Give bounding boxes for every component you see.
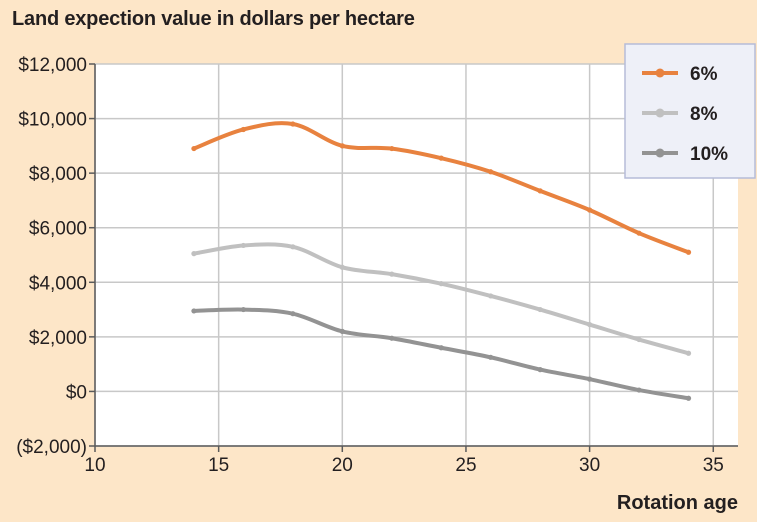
x-tick-label: 10 [84, 455, 105, 476]
axes [89, 63, 738, 452]
data-point [685, 395, 692, 401]
data-point [339, 328, 345, 334]
legend-label: 6% [690, 64, 718, 85]
data-point [587, 376, 593, 382]
y-tick-label: $2,000 [29, 328, 87, 349]
legend-swatch-marker [655, 108, 665, 118]
data-point [191, 251, 197, 257]
data-point [685, 350, 692, 356]
data-point [290, 244, 296, 250]
data-point [290, 121, 296, 127]
y-tick-labels: ($2,000) $0 $2,000 $4,000 $6,000 $8,000 $10,00… [16, 55, 87, 458]
data-point [488, 354, 494, 360]
x-tick-label: 25 [455, 455, 476, 476]
legend-item: 8% [642, 104, 718, 125]
series-0 [191, 121, 692, 255]
data-point [339, 264, 345, 270]
data-point [587, 207, 593, 213]
data-point [587, 321, 593, 328]
x-tick-label: 15 [208, 455, 229, 476]
data-point [636, 336, 642, 343]
data-point [488, 169, 494, 175]
data-point [438, 345, 444, 351]
x-axis-label: Rotation age [617, 492, 738, 514]
data-point [389, 145, 395, 152]
data-point [389, 271, 395, 277]
data-point [537, 306, 543, 313]
legend-label: 10% [690, 144, 728, 165]
data-point [537, 188, 543, 194]
data-point [191, 145, 197, 152]
y-tick-label: $0 [66, 382, 87, 403]
data-point [438, 281, 444, 287]
y-tick-label: $10,000 [18, 110, 87, 131]
series-layer [191, 121, 692, 401]
data-point [636, 230, 642, 236]
data-point [685, 249, 692, 255]
y-tick-label: $8,000 [29, 164, 87, 185]
data-point [240, 242, 246, 249]
x-tick-label: 35 [703, 455, 724, 476]
data-point [290, 311, 296, 317]
y-tick-label: $6,000 [29, 219, 87, 240]
data-point [488, 293, 494, 299]
data-point [240, 126, 246, 133]
data-point [389, 335, 395, 341]
data-point [537, 367, 543, 373]
series-2 [191, 306, 692, 401]
legend-swatch-marker [655, 148, 665, 158]
y-tick-label: $12,000 [18, 55, 87, 76]
legend: 6% 8% 10% [624, 43, 756, 179]
legend-label: 8% [690, 104, 718, 125]
data-point [636, 387, 642, 393]
y-tick-label: ($2,000) [16, 437, 87, 458]
data-point [240, 306, 246, 313]
series-1 [191, 242, 692, 356]
x-tick-label: 20 [332, 455, 353, 476]
legend-swatch-marker [655, 68, 665, 78]
x-tick-labels: 10 15 20 25 30 35 [84, 455, 723, 476]
x-tick-label: 30 [579, 455, 600, 476]
data-point [191, 308, 197, 314]
legend-item: 10% [642, 144, 728, 165]
data-point [438, 155, 444, 161]
chart-title: Land expection value in dollars per hect… [12, 8, 415, 30]
y-tick-label: $4,000 [29, 273, 87, 294]
data-point [339, 143, 345, 149]
legend-item: 6% [642, 64, 718, 85]
